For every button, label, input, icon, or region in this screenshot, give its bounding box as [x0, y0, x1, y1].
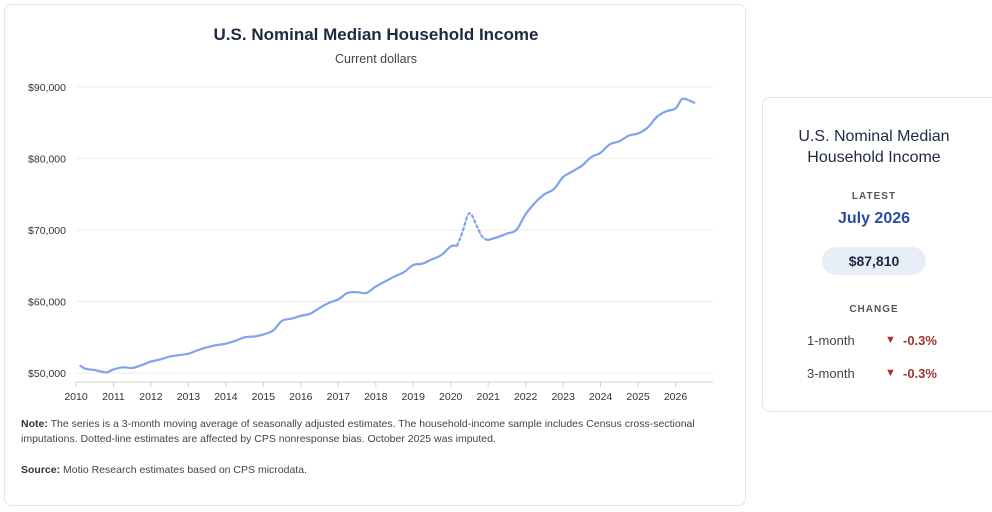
- y-tick-label: $50,000: [28, 368, 66, 380]
- change-value: -0.3%: [903, 366, 937, 381]
- x-tick-label: 2013: [177, 391, 201, 403]
- chart-source: Source: Motio Research estimates based o…: [21, 464, 711, 476]
- down-arrow-icon: ▼: [885, 334, 896, 346]
- series-line-solid: [79, 244, 459, 374]
- x-tick-label: 2015: [252, 391, 276, 403]
- x-tick-label: 2024: [589, 391, 613, 403]
- x-tick-label: 2019: [402, 391, 426, 403]
- summary-title: U.S. Nominal Median Household Income: [798, 128, 950, 166]
- note-text: The series is a 3-month moving average o…: [21, 418, 695, 445]
- latest-date: July 2026: [837, 210, 911, 227]
- x-tick-label: 2021: [476, 391, 500, 403]
- x-tick-label: 2016: [289, 391, 313, 403]
- x-tick-label: 2020: [439, 391, 463, 403]
- x-tick-label: 2010: [64, 391, 88, 403]
- source-text: Motio Research estimates based on CPS mi…: [63, 464, 307, 476]
- y-tick-label: $90,000: [28, 82, 66, 94]
- chart-note: Note: The series is a 3-month moving ave…: [21, 417, 711, 447]
- y-tick-label: $60,000: [28, 297, 66, 309]
- latest-label: LATEST: [851, 191, 897, 202]
- x-tick-label: 2023: [551, 391, 575, 403]
- x-tick-label: 2026: [664, 391, 688, 403]
- chart-subtitle: Current dollars: [335, 52, 417, 66]
- latest-value-badge: $87,810: [822, 247, 926, 275]
- x-tick-label: 2011: [102, 391, 125, 403]
- down-arrow-icon: ▼: [885, 367, 896, 379]
- summary-card: U.S. Nominal Median Household Income LAT…: [762, 97, 992, 412]
- x-tick-label: 2025: [626, 391, 650, 403]
- note-label: Note:: [21, 418, 48, 430]
- x-tick-label: 2012: [139, 391, 163, 403]
- source-label: Source:: [21, 464, 61, 476]
- change-period: 3-month: [807, 366, 855, 381]
- x-tick-label: 2014: [214, 391, 238, 403]
- line-chart: $50,000 $60,000 $70,000 $80,000 $90,000 2010 2…: [28, 82, 713, 403]
- change-value: -0.3%: [903, 333, 937, 348]
- y-tick-label: $70,000: [28, 225, 66, 237]
- change-row-3-month: 3-month ▼ -0.3%: [763, 366, 985, 384]
- series-line-solid: [487, 97, 696, 242]
- series-line-dotted: [456, 212, 490, 247]
- change-row-1-month: 1-month ▼ -0.3%: [763, 333, 985, 351]
- x-tick-label: 2017: [327, 391, 351, 403]
- x-tick-label: 2022: [514, 391, 538, 403]
- chart-title: U.S. Nominal Median Household Income: [213, 25, 539, 44]
- y-tick-label: $80,000: [28, 154, 66, 166]
- x-tick-label: 2018: [364, 391, 388, 403]
- chart-card: U.S. Nominal Median Household Income Cur…: [4, 4, 746, 506]
- change-period: 1-month: [807, 333, 855, 348]
- change-label: CHANGE: [849, 304, 899, 315]
